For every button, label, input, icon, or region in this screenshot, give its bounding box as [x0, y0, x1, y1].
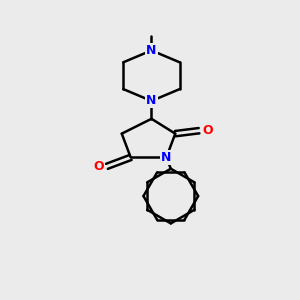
Text: N: N [146, 94, 157, 107]
Text: O: O [93, 160, 104, 173]
Text: N: N [146, 44, 157, 57]
Text: O: O [202, 124, 213, 137]
Text: N: N [161, 151, 172, 164]
